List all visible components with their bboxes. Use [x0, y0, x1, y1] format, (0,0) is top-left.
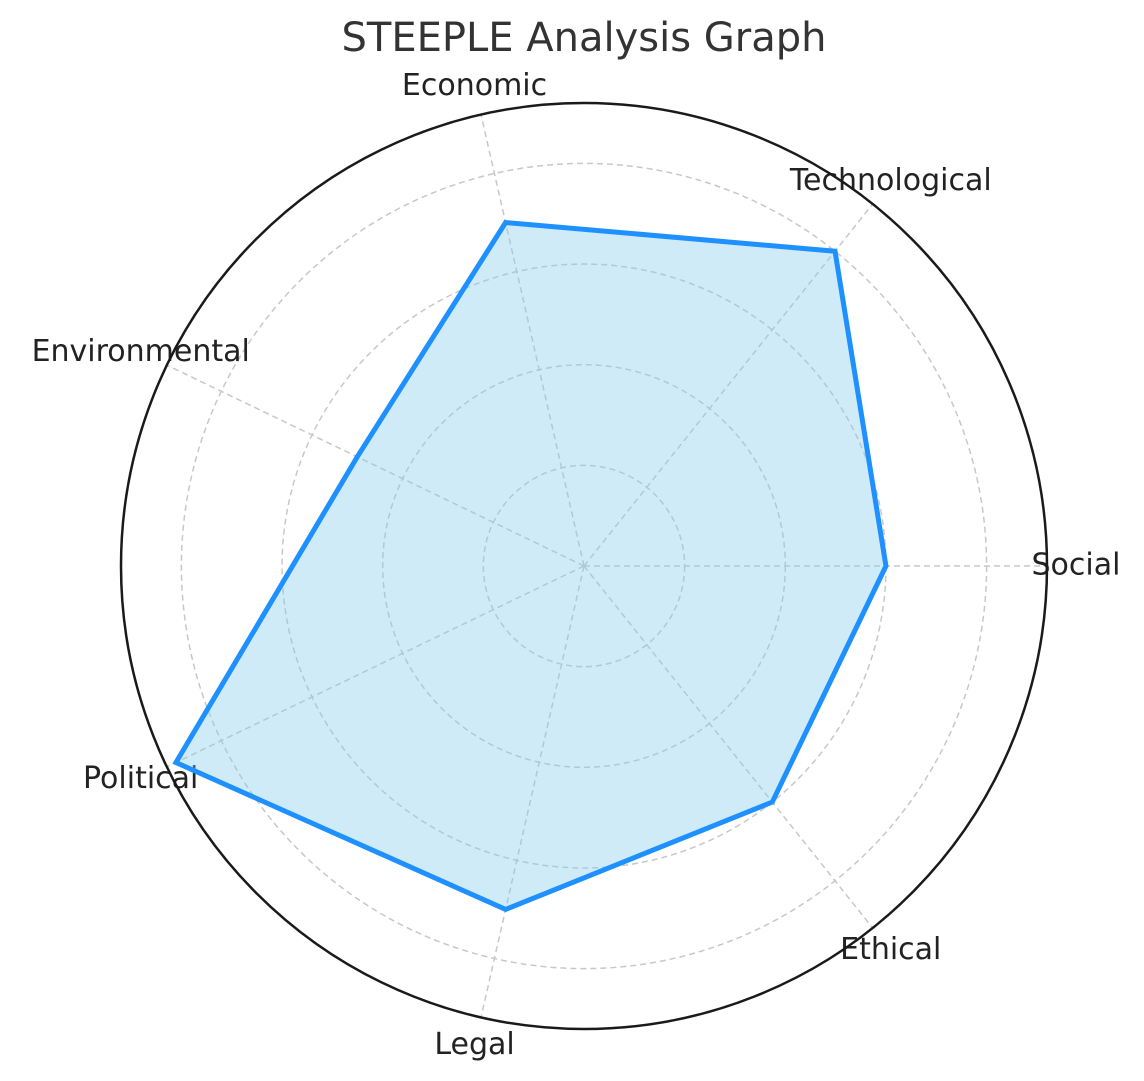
- radar-line: [172, 219, 889, 913]
- spoke: [583, 565, 874, 929]
- category-label: Legal: [434, 1027, 514, 1062]
- chart-title: STEEPLE Analysis Graph: [342, 15, 827, 61]
- category-label: Environmental: [32, 334, 250, 369]
- spoke: [480, 114, 585, 567]
- spoke: [480, 565, 585, 1018]
- spoke: [583, 203, 874, 567]
- outer-circle: [119, 101, 1049, 1031]
- spoke: [166, 565, 585, 768]
- category-label: Social: [1032, 548, 1121, 583]
- category-label: Economic: [402, 68, 547, 103]
- radar-area: [175, 222, 886, 910]
- category-label: Ethical: [840, 932, 941, 967]
- spoke: [166, 364, 585, 567]
